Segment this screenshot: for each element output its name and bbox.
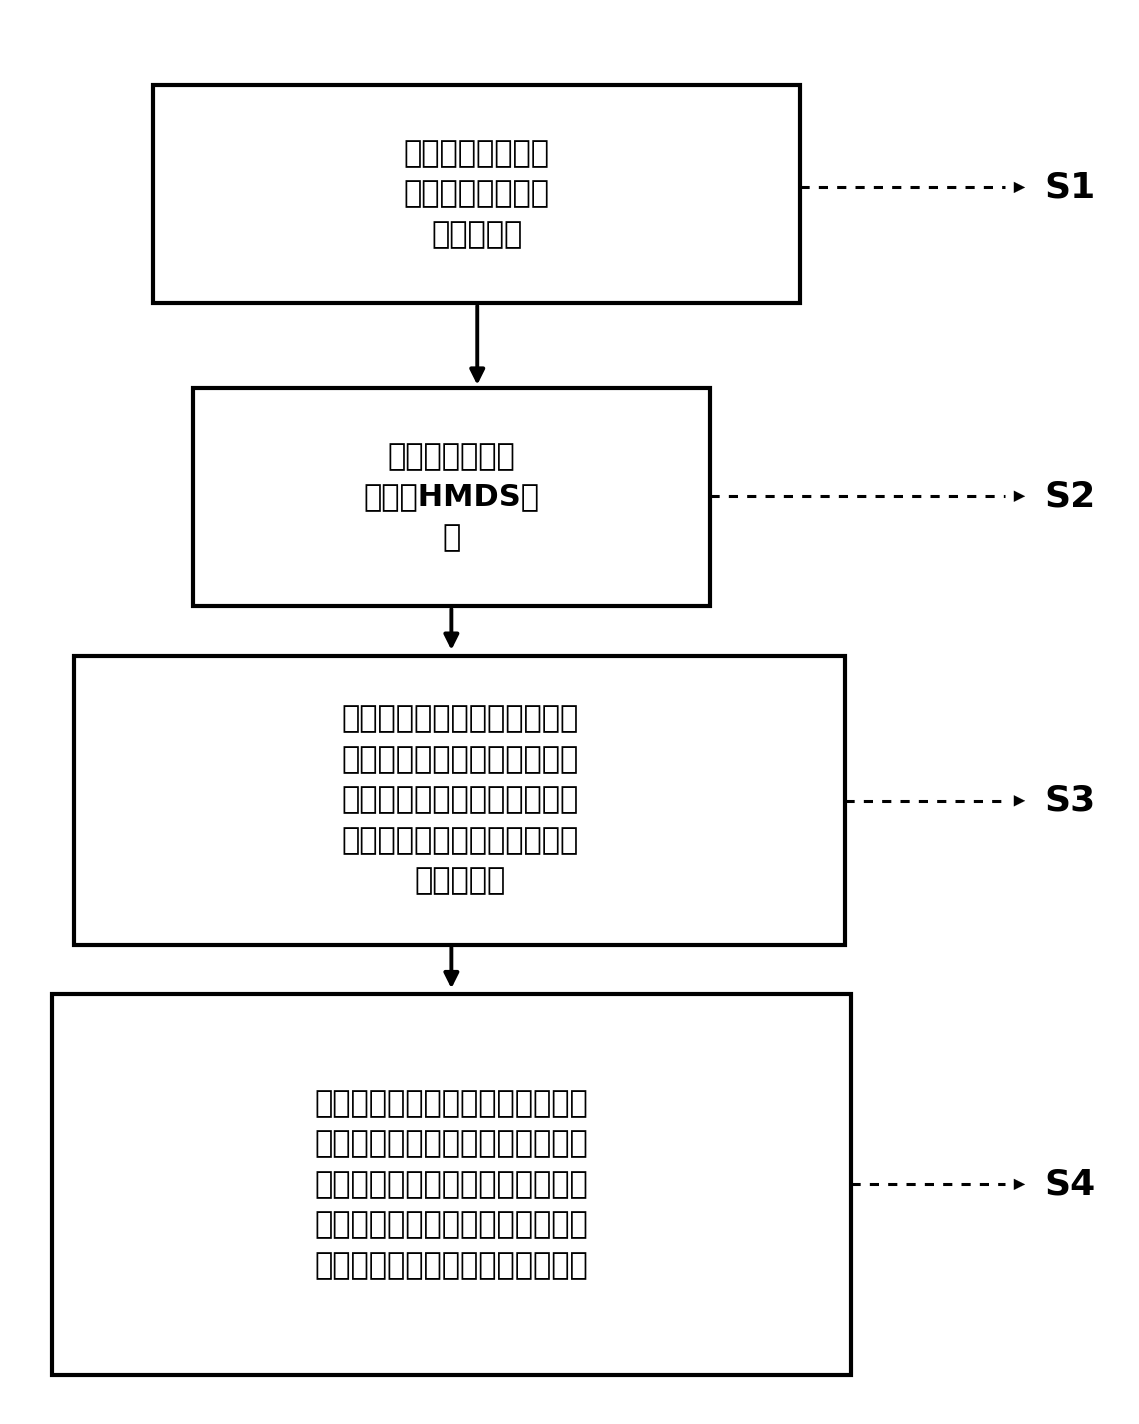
- Text: S3: S3: [1044, 783, 1096, 817]
- FancyBboxPatch shape: [154, 84, 801, 303]
- Text: S2: S2: [1044, 480, 1096, 513]
- Text: 提供硅片、光刻胶
以及溶剂，硅片具
有台阶结构: 提供硅片、光刻胶 以及溶剂，硅片具 有台阶结构: [403, 138, 550, 249]
- Text: 将光刻胶涂布后的硅片放在双面曝
光机上，根据涂胶膜的厚度调整曝
光系数，在台阶顶部和台阶底部同
时进行曝光处理，最后通过显影在
台阶顶部和台阶底部形成光刻图形: 将光刻胶涂布后的硅片放在双面曝 光机上，根据涂胶膜的厚度调整曝 光系数，在台阶顶…: [314, 1089, 588, 1280]
- Text: S1: S1: [1044, 171, 1096, 205]
- FancyBboxPatch shape: [52, 994, 851, 1374]
- Text: 将涂布后的硅片放在喷涂机台
上，将光刻胶和溶剂以一定比
例配制混合均匀，通过喷涂机
台以喷涂的方式在硅片上进行
光刻胶涂布: 将涂布后的硅片放在喷涂机台 上，将光刻胶和溶剂以一定比 例配制混合均匀，通过喷涂…: [342, 705, 579, 896]
- FancyBboxPatch shape: [74, 655, 845, 944]
- FancyBboxPatch shape: [192, 387, 710, 607]
- Text: 将硅片置于烘箱
中进行HMDS涂
布: 将硅片置于烘箱 中进行HMDS涂 布: [363, 441, 540, 553]
- Text: S4: S4: [1044, 1168, 1096, 1202]
